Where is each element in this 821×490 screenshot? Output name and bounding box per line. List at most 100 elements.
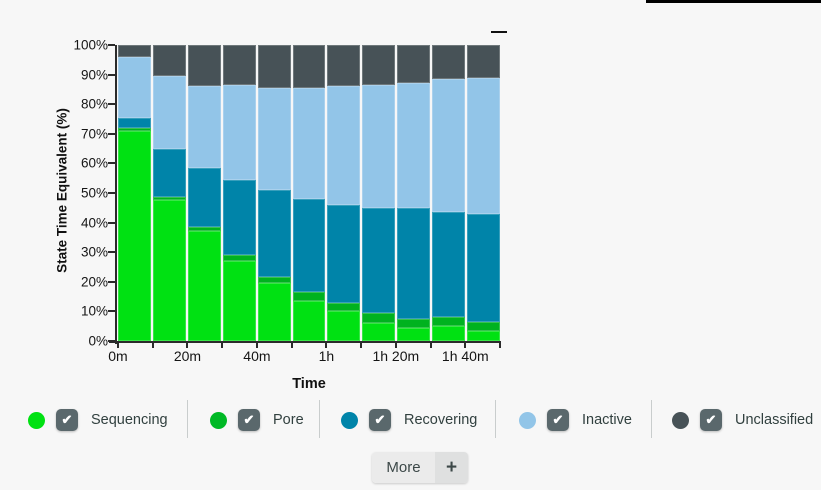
bar-segment-pore: [397, 318, 431, 328]
x-tick-label: 1h: [318, 348, 335, 364]
bar-segment-pore: [187, 227, 221, 232]
bar-segment-inactive: [222, 84, 256, 180]
y-tick-label: 30%: [80, 244, 108, 260]
bar-segment-recovering: [257, 190, 291, 278]
x-tick-label: 1h 40m: [441, 348, 489, 364]
bar-segment-inactive: [152, 76, 186, 149]
bar-segment-unclassified: [397, 45, 431, 84]
legend-item-unclassified: ✔ Unclassified: [672, 400, 813, 440]
y-tick-label: 60%: [80, 155, 108, 171]
stacked-bar-plot: [118, 45, 500, 341]
x-tick-mark: [325, 343, 328, 348]
bar-segment-inactive: [257, 87, 291, 191]
bar-segment-unclassified: [467, 45, 500, 78]
x-tick-mark: [360, 343, 363, 348]
bar-segment-recovering: [292, 198, 326, 293]
bar-segment-sequencing: [118, 130, 151, 341]
y-tick-label: 90%: [80, 67, 108, 83]
y-tick-mark: [108, 310, 115, 313]
y-tick-label: 10%: [80, 303, 108, 319]
legend-color-circle: [28, 411, 45, 429]
y-tick-mark: [108, 280, 115, 283]
bar-segment-recovering: [467, 213, 500, 322]
x-tick-label: 0m: [108, 348, 128, 364]
bar-segment-recovering: [187, 167, 221, 228]
bar-segment-sequencing: [292, 301, 326, 341]
x-tick-label: 1h 20m: [372, 348, 420, 364]
bar-segment-inactive: [432, 79, 466, 213]
bar-segment-pore: [222, 255, 256, 262]
stacked-bar-40m: [257, 45, 291, 341]
legend-checkbox-pore[interactable]: ✔: [238, 409, 260, 431]
legend-item-inactive: ✔ Inactive: [519, 400, 632, 440]
bar-segment-pore: [292, 292, 326, 302]
bar-segment-recovering: [118, 117, 151, 128]
more-button-label[interactable]: More: [372, 452, 435, 483]
stacked-bar-0m: [118, 45, 151, 341]
y-tick-mark: [108, 132, 115, 135]
legend-item-sequencing: ✔ Sequencing: [28, 400, 168, 440]
stacked-bar-1h 10m: [362, 45, 396, 341]
y-tick-mark: [108, 251, 115, 254]
x-tick-mark: [499, 343, 501, 348]
bar-segment-pore: [257, 277, 291, 284]
legend-divider: [651, 400, 652, 438]
x-tick-label: 20m: [173, 348, 202, 364]
legend-checkbox-sequencing[interactable]: ✔: [56, 409, 78, 431]
legend-checkbox-inactive[interactable]: ✔: [547, 409, 569, 431]
y-axis-title: State Time Equivalent (%): [54, 108, 70, 273]
legend-checkbox-unclassified[interactable]: ✔: [700, 409, 722, 431]
bar-segment-recovering: [397, 207, 431, 319]
stacked-bar-10m: [152, 45, 186, 341]
x-tick-mark: [186, 343, 189, 348]
chart-legend: ✔ Sequencing ✔ Pore ✔ Recovering ✔ Inactive ✔ Unc…: [0, 400, 821, 440]
legend-divider: [495, 400, 496, 438]
x-tick-mark: [117, 343, 119, 348]
stacked-bar-50m: [292, 45, 326, 341]
plus-icon[interactable]: +: [435, 452, 468, 483]
bar-segment-unclassified: [187, 45, 221, 87]
bar-segment-inactive: [362, 84, 396, 208]
y-tick-label: 0%: [88, 333, 108, 349]
legend-checkbox-recovering[interactable]: ✔: [369, 409, 391, 431]
legend-label: Recovering: [404, 412, 478, 428]
bar-segment-sequencing: [257, 283, 291, 341]
bar-segment-unclassified: [152, 45, 186, 77]
bar-segment-inactive: [397, 83, 431, 208]
legend-item-recovering: ✔ Recovering: [341, 400, 477, 440]
stacked-bar-1h 40m: [467, 45, 500, 341]
more-button[interactable]: More +: [372, 452, 468, 483]
x-tick-mark: [429, 343, 432, 348]
bar-segment-recovering: [222, 179, 256, 256]
bar-segment-inactive: [118, 56, 151, 118]
y-tick-mark: [108, 221, 115, 224]
x-tick-mark: [464, 343, 467, 348]
top-right-border-line: [646, 0, 821, 3]
legend-label: Unclassified: [735, 412, 814, 428]
x-tick-mark: [290, 343, 293, 348]
bar-segment-unclassified: [222, 45, 256, 85]
y-tick-mark: [108, 44, 115, 46]
bar-segment-recovering: [432, 212, 466, 318]
collapse-dash-icon[interactable]: [491, 31, 507, 33]
y-tick-mark: [108, 73, 115, 76]
bar-segment-pore: [467, 321, 500, 331]
bar-segment-unclassified: [362, 45, 396, 85]
bar-segment-unclassified: [292, 45, 326, 88]
y-tick-label: 20%: [80, 274, 108, 290]
bar-segment-pore: [327, 302, 361, 312]
y-tick-mark: [108, 192, 115, 194]
y-tick-mark: [108, 103, 115, 106]
legend-color-circle: [672, 411, 689, 429]
bar-segment-pore: [152, 197, 186, 201]
x-tick-mark: [255, 343, 258, 348]
y-tick-mark: [108, 340, 115, 342]
bar-segment-pore: [362, 312, 396, 324]
y-tick-label: 80%: [80, 96, 108, 112]
bar-segment-inactive: [187, 86, 221, 168]
y-tick-label: 100%: [73, 37, 108, 53]
y-tick-label: 70%: [80, 126, 108, 142]
bar-segment-sequencing: [152, 200, 186, 341]
stacked-bar-1h: [327, 45, 361, 341]
bar-segment-sequencing: [467, 330, 500, 341]
